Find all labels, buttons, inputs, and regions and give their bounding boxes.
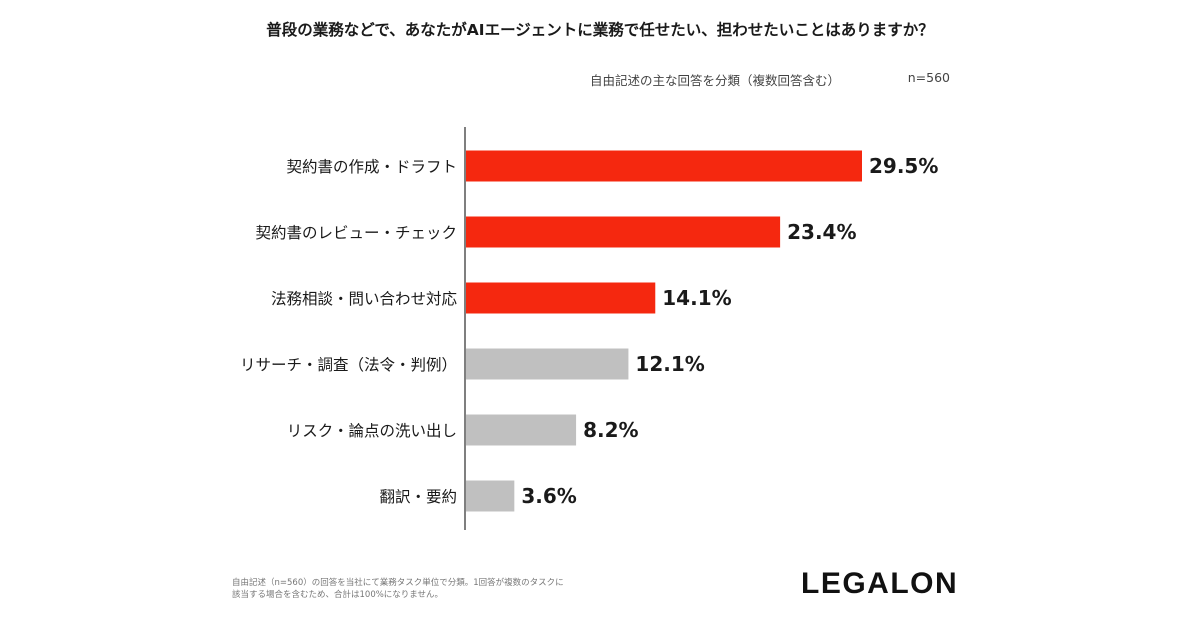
footnote: 自由記述（n=560）の回答を当社にて業務タスク単位で分類。1回答が複数のタスク… bbox=[232, 578, 564, 600]
bar bbox=[466, 414, 577, 446]
category-label: リスク・論点の洗い出し bbox=[287, 422, 457, 440]
value-label: 8.2% bbox=[583, 418, 638, 442]
sample-size-label: n=560 bbox=[907, 70, 950, 85]
bar bbox=[466, 216, 781, 248]
category-label: 契約書の作成・ドラフト bbox=[286, 158, 457, 176]
value-label: 29.5% bbox=[869, 154, 938, 178]
chart-subtitle: 自由記述の主な回答を分類（複数回答含む） bbox=[589, 73, 840, 88]
legalon-logo: LEGALON bbox=[801, 567, 959, 600]
category-label: リサーチ・調査（法令・判例） bbox=[240, 356, 457, 374]
value-label: 3.6% bbox=[521, 484, 576, 508]
value-label: 14.1% bbox=[662, 286, 731, 310]
bar bbox=[466, 282, 656, 314]
value-label: 12.1% bbox=[635, 352, 704, 376]
category-label: 翻訳・要約 bbox=[379, 488, 457, 506]
bars-layer: 契約書の作成・ドラフト 29.5% 契約書のレビュー・チェック 23.4% 法務相談・問… bbox=[240, 150, 938, 512]
bar bbox=[466, 150, 862, 182]
bar bbox=[466, 348, 629, 380]
value-label: 23.4% bbox=[787, 220, 856, 244]
category-label: 契約書のレビュー・チェック bbox=[255, 224, 457, 242]
category-label: 法務相談・問い合わせ対応 bbox=[271, 290, 458, 308]
bar bbox=[466, 480, 515, 512]
page-title: 普段の業務などで、あなたがAIエージェントに業務で任せたい、担わせたいことはあり… bbox=[266, 21, 934, 39]
